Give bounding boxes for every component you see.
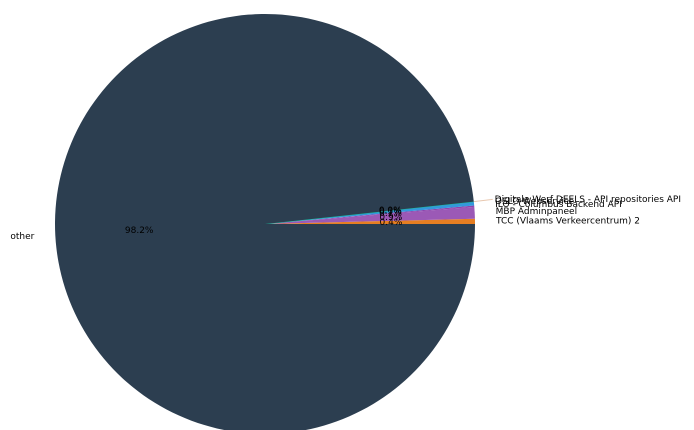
pct-label-digitale-werf-deels-api-repositories-api: 0.0% <box>379 206 402 216</box>
pie-slice-other <box>55 14 475 430</box>
pie-slices <box>55 14 475 430</box>
pie-slice-ilo-columbus-backend-api <box>265 205 475 224</box>
pie-slice-mbp-adminpaneel <box>265 206 475 224</box>
slice-label-other: other <box>10 232 34 242</box>
pie-slice-tcc-vlaams-verkeercentrum-2 <box>265 218 475 224</box>
slice-label-ilo-columbus-backend-api: ILO - Columbus Backend API <box>495 200 622 210</box>
pct-label-other: 98.2% <box>125 226 154 236</box>
slice-label-digitale-werf-deels-api-repositories-api: Digitale Werf DEELS - API repositories A… <box>495 195 681 205</box>
pct-label-ilo-columbus-backend-api: 0.1% <box>379 209 402 219</box>
slice-label-mbp-adminpaneel: MBP Adminpaneel <box>496 207 577 217</box>
slice-label-oslo-webservice: OSLO Webservice <box>495 197 575 207</box>
leader-lines <box>473 198 493 203</box>
percent-labels: 0.4%0.9%0.1%0.3%0.0% 98.2% <box>125 206 403 236</box>
leader-line-digitale-werf-deels-api-repositories-api <box>473 198 493 203</box>
pct-label-oslo-webservice: 0.3% <box>379 207 402 217</box>
pct-label-tcc-vlaams-verkeercentrum-2: 0.4% <box>380 218 403 228</box>
pct-label-mbp-adminpaneel: 0.9% <box>379 213 402 223</box>
slice-label-tcc-vlaams-verkeercentrum-2: TCC (Vlaams Verkeercentrum) 2 <box>495 217 640 227</box>
